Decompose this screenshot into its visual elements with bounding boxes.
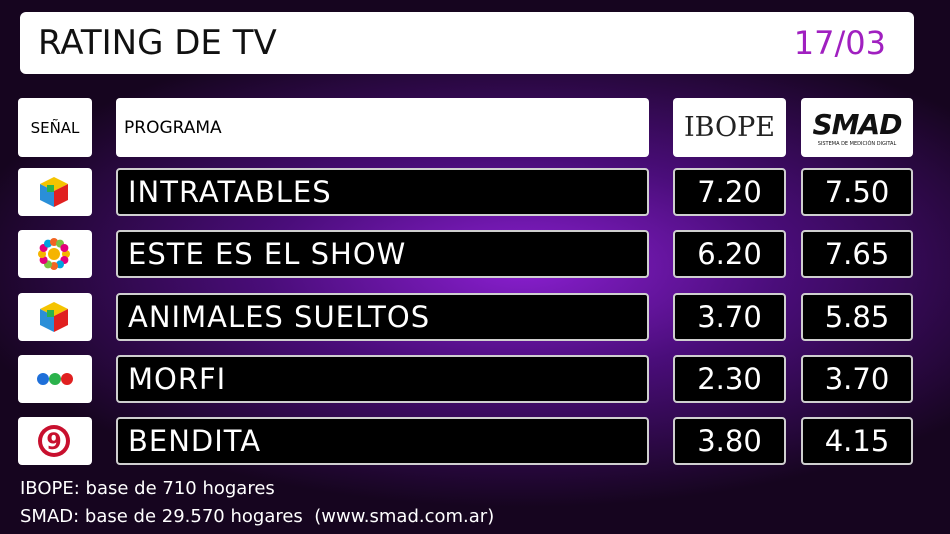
- channel-logo: 9: [38, 425, 70, 458]
- ibope-header: IBOPE: [673, 98, 786, 157]
- program-name: ESTE ES EL SHOW: [116, 230, 649, 279]
- program-name: BENDITA: [116, 417, 649, 466]
- logo-label: 9: [46, 430, 61, 455]
- channel-logo-box: [18, 292, 92, 341]
- footer-note: IBOPE: base de 710 hogares: [20, 478, 275, 499]
- smad-rating: 7.65: [801, 230, 913, 279]
- program-name: INTRATABLES: [116, 168, 649, 216]
- channel-logo: [37, 372, 73, 385]
- channel-logo-box: [18, 354, 92, 403]
- ibope-rating: 6.20: [673, 230, 786, 279]
- channel-header: SEÑAL: [18, 98, 92, 157]
- footer-note: SMAD: base de 29.570 hogares (www.smad.c…: [20, 506, 495, 527]
- ibope-rating: 2.30: [673, 354, 786, 403]
- smad-rating: 3.70: [801, 354, 913, 403]
- smad-logo-text: SMAD: [812, 108, 903, 141]
- channel-logo: [40, 177, 68, 207]
- program-name: ANIMALES SUELTOS: [116, 292, 649, 341]
- ibope-rating: 7.20: [673, 168, 786, 216]
- ibope-header-text: IBOPE: [683, 112, 776, 143]
- smad-tagline: SISTEMA DE MEDICIÓN DIGITAL: [817, 141, 897, 147]
- channel-logo-box: [18, 168, 92, 216]
- smad-rating: 5.85: [801, 292, 913, 341]
- smad-rating: 7.50: [801, 168, 913, 216]
- ibope-rating: 3.70: [673, 292, 786, 341]
- smad-rating: 4.15: [801, 417, 913, 466]
- date: 17/03: [793, 24, 886, 62]
- ibope-rating: 3.80: [673, 417, 786, 466]
- channel-logo-box: [18, 230, 92, 279]
- program-header-text: PROGRAMA: [124, 117, 222, 138]
- header-bar: RATING DE TV 17/03: [20, 12, 914, 74]
- program-header: PROGRAMA: [116, 98, 649, 157]
- channel-header-text: SEÑAL: [30, 118, 80, 137]
- channel-logo: [38, 238, 70, 271]
- channel-logo: [40, 301, 68, 332]
- channel-logo-box: 9: [18, 417, 92, 466]
- program-name: MORFI: [116, 354, 649, 403]
- title: RATING DE TV: [38, 23, 277, 63]
- smad-header: SMAD SISTEMA DE MEDICIÓN DIGITAL: [801, 98, 913, 157]
